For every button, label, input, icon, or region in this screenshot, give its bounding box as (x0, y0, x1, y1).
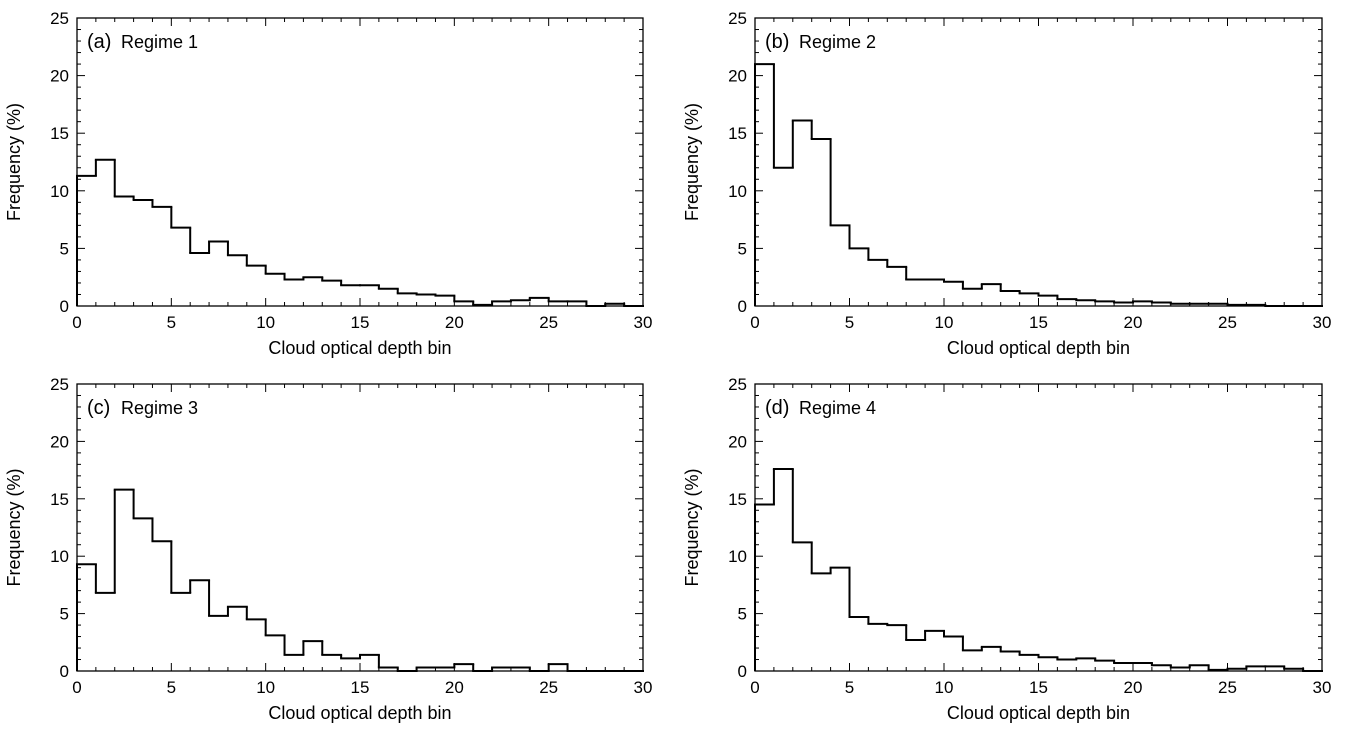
plot-frame (754, 17, 1323, 307)
y-tick-label: 10 (50, 182, 69, 201)
chart-title: Regime 2 (799, 32, 876, 52)
chart-panel-2: 0 5 10 15 20 25 30 0 5 10 15 20 25 Cloud optical dept… (682, 9, 1331, 358)
x-tick-label: 0 (72, 678, 81, 697)
panel-label: (c) (87, 397, 110, 419)
x-tick-label: 0 (750, 313, 759, 332)
x-tick-label: 10 (256, 313, 275, 332)
x-tick-label: 20 (1124, 678, 1143, 697)
x-axis-label: Cloud optical depth bin (947, 338, 1130, 358)
x-tick-label: 15 (1029, 678, 1048, 697)
x-tick-label: 5 (845, 678, 854, 697)
x-tick-label: 10 (256, 678, 275, 697)
plot-frame (76, 383, 644, 672)
y-tick-label: 5 (60, 239, 69, 258)
y-tick-label: 0 (60, 297, 69, 316)
x-tick-label: 20 (1124, 313, 1143, 332)
x-tick-label: 20 (445, 678, 464, 697)
y-axis-label: Frequency (%) (4, 468, 24, 586)
y-tick-label: 15 (50, 490, 69, 509)
x-tick-label: 0 (750, 678, 759, 697)
x-tick-label: 5 (845, 313, 854, 332)
chart-panel-3: 0 5 10 15 20 25 30 0 5 10 15 20 25 Cloud optical dept… (4, 375, 652, 723)
panel-label: (d) (765, 397, 789, 419)
x-tick-label: 30 (634, 313, 653, 332)
x-axis-label: Cloud optical depth bin (947, 703, 1130, 723)
chart-panel-1: 0 5 10 15 20 25 30 0 5 10 15 20 25 Cloud optical dept… (4, 9, 652, 358)
y-tick-label: 0 (738, 662, 747, 681)
x-axis-label: Cloud optical depth bin (268, 703, 451, 723)
x-tick-label: 10 (935, 678, 954, 697)
y-axis-label: Frequency (%) (682, 103, 702, 221)
y-tick-label: 10 (50, 547, 69, 566)
y-axis-label: Frequency (%) (682, 468, 702, 586)
panel-label: (a) (87, 31, 111, 53)
x-tick-label: 15 (1029, 313, 1048, 332)
y-tick-label: 10 (728, 547, 747, 566)
y-tick-label: 5 (738, 605, 747, 624)
x-tick-label: 0 (72, 313, 81, 332)
chart-panel-4: 0 5 10 15 20 25 30 0 5 10 15 20 25 Cloud optical dept… (682, 375, 1331, 723)
x-tick-label: 30 (634, 678, 653, 697)
y-tick-label: 15 (50, 124, 69, 143)
x-tick-label: 30 (1313, 678, 1332, 697)
x-tick-label: 5 (167, 313, 176, 332)
y-tick-label: 25 (50, 375, 69, 394)
x-tick-label: 25 (539, 678, 558, 697)
y-tick-label: 5 (738, 239, 747, 258)
x-tick-label: 20 (445, 313, 464, 332)
y-tick-label: 0 (738, 297, 747, 316)
x-tick-label: 10 (935, 313, 954, 332)
y-tick-label: 25 (50, 9, 69, 28)
y-tick-label: 15 (728, 490, 747, 509)
x-tick-label: 5 (167, 678, 176, 697)
y-tick-label: 20 (50, 432, 69, 451)
x-axis-label: Cloud optical depth bin (268, 338, 451, 358)
y-tick-label: 15 (728, 124, 747, 143)
y-tick-label: 20 (50, 67, 69, 86)
x-tick-label: 15 (351, 313, 370, 332)
plot-frame (76, 17, 644, 307)
y-tick-label: 5 (60, 605, 69, 624)
panel-label: (b) (765, 31, 789, 53)
x-tick-label: 25 (1218, 678, 1237, 697)
y-axis-label: Frequency (%) (4, 103, 24, 221)
chart-title: Regime 4 (799, 398, 876, 418)
x-tick-label: 15 (351, 678, 370, 697)
x-tick-label: 25 (539, 313, 558, 332)
x-tick-label: 25 (1218, 313, 1237, 332)
plot-frame (754, 383, 1323, 672)
y-tick-label: 25 (728, 375, 747, 394)
x-tick-label: 30 (1313, 313, 1332, 332)
chart-title: Regime 3 (121, 398, 198, 418)
y-tick-label: 20 (728, 67, 747, 86)
y-tick-label: 25 (728, 9, 747, 28)
y-tick-label: 10 (728, 182, 747, 201)
y-tick-label: 0 (60, 662, 69, 681)
y-tick-label: 20 (728, 432, 747, 451)
chart-title: Regime 1 (121, 32, 198, 52)
